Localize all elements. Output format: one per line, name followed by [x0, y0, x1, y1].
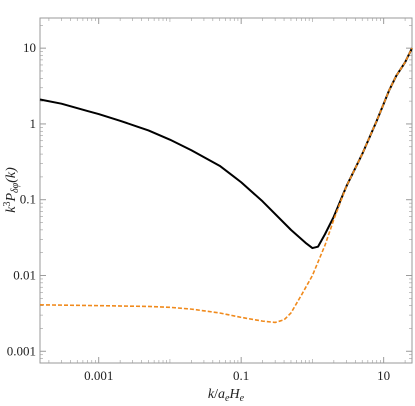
dashed-orange-curve	[39, 47, 413, 324]
minor-ticks	[40, 18, 412, 364]
x-axis-label: k/aeHe	[208, 387, 245, 404]
major-ticks	[40, 18, 412, 363]
y-tick-label: 0.01	[13, 267, 36, 282]
y-tick-label: 10	[23, 40, 36, 55]
x-tick-label: 0.001	[84, 368, 113, 383]
tick-labels: 0.001 0.1 10 0.001 0.01 0.1 1 10	[7, 40, 390, 383]
curves	[39, 47, 413, 324]
x-tick-label: 0.1	[233, 368, 249, 383]
y-tick-label: 1	[30, 116, 37, 131]
y-tick-label: 0.1	[20, 192, 36, 207]
plot-frame	[39, 17, 413, 364]
y-axis-label: k3Pδφ(k)	[2, 167, 21, 213]
x-tick-label: 10	[377, 368, 390, 383]
y-tick-label: 0.001	[7, 343, 36, 358]
solid-black-curve	[39, 47, 413, 250]
